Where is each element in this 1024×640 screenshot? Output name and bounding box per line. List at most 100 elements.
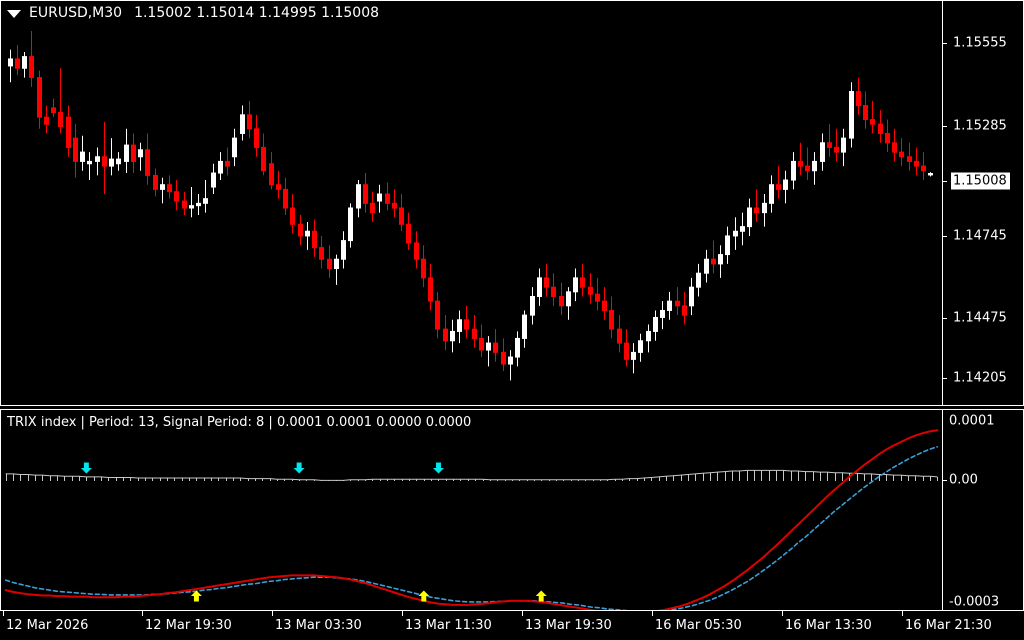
- candlestick: [660, 301, 665, 330]
- price-axis-tick: [943, 378, 947, 379]
- price-chart-header: EURUSD,M30 1.15002 1.15014 1.14995 1.150…: [7, 5, 379, 21]
- candlestick: [740, 212, 745, 246]
- candlestick: [363, 173, 368, 213]
- candlestick: [435, 291, 440, 339]
- candlestick: [573, 268, 578, 302]
- indicator-header-label: TRIX index | Period: 13, Signal Period: …: [7, 415, 472, 430]
- ohlc-values-label: 1.15002 1.15014 1.14995 1.15008: [134, 5, 380, 21]
- trix-line: [4, 429, 939, 610]
- candlestick: [682, 291, 687, 325]
- candlestick: [145, 133, 150, 185]
- price-chart-pane[interactable]: EURUSD,M30 1.15002 1.15014 1.14995 1.150…: [0, 0, 1024, 406]
- candlestick: [189, 187, 194, 218]
- candlestick: [414, 231, 419, 269]
- candlestick: [196, 194, 201, 215]
- candlestick: [370, 191, 375, 222]
- candlestick: [711, 240, 716, 274]
- candlestick: [283, 177, 288, 215]
- candlestick: [899, 138, 904, 167]
- candlestick: [276, 170, 281, 199]
- price-axis-tick: [943, 43, 947, 44]
- candlestick: [696, 263, 701, 297]
- trix-plot-area[interactable]: [2, 411, 941, 610]
- candlestick: [566, 287, 571, 320]
- trix-axis[interactable]: 0.0001 0.00 -0.0003: [942, 410, 1023, 610]
- candlestick: [160, 177, 165, 204]
- candlestick: [174, 180, 179, 211]
- candlestick: [508, 350, 513, 381]
- candlestick: [87, 152, 92, 181]
- time-axis-tick: [522, 611, 523, 616]
- candlestick: [290, 194, 295, 234]
- candlestick: [733, 217, 738, 250]
- candlestick: [863, 91, 868, 129]
- candlestick: [638, 333, 643, 362]
- candlestick: [218, 152, 223, 181]
- time-axis-label: 16 Mar 13:30: [785, 618, 872, 633]
- candlestick: [849, 82, 854, 148]
- candlestick: [704, 249, 709, 283]
- candlestick: [80, 135, 85, 171]
- time-axis-label: 13 Mar 11:30: [405, 618, 492, 633]
- candlestick: [479, 324, 484, 358]
- trix-axis-label: 0.0001: [949, 413, 995, 429]
- sell-signal-arrow: [80, 462, 92, 474]
- time-axis-label: 12 Mar 2026: [6, 618, 89, 633]
- candlestick: [472, 315, 477, 348]
- candlestick: [892, 128, 897, 162]
- candlestick: [667, 291, 672, 320]
- candlestick: [167, 175, 172, 199]
- time-axis-label: 13 Mar 03:30: [275, 618, 362, 633]
- candlestick: [29, 30, 34, 87]
- candlestick: [631, 343, 636, 374]
- candlestick: [269, 152, 274, 190]
- candlestick: [580, 263, 585, 297]
- time-axis-tick: [142, 611, 143, 616]
- price-axis-tick: [943, 318, 947, 319]
- candlestick: [153, 168, 158, 197]
- candlestick: [725, 226, 730, 264]
- buy-signal-arrow: [418, 590, 430, 602]
- price-axis-label: 1.14745: [953, 228, 1007, 244]
- candlestick: [907, 142, 912, 171]
- candlestick: [406, 212, 411, 250]
- price-axis[interactable]: 1.15555 1.15285 1.15008 1.14745 1.14475 1.142…: [942, 1, 1023, 405]
- candlestick: [798, 142, 803, 176]
- candlestick: [58, 68, 63, 134]
- candlestick: [834, 128, 839, 162]
- current-price-label: 1.15008: [951, 172, 1010, 190]
- candlestick: [51, 98, 56, 118]
- candlestick: [66, 105, 71, 157]
- candlestick: [878, 110, 883, 143]
- candlestick: [464, 305, 469, 339]
- candlestick: [240, 105, 245, 141]
- time-axis[interactable]: 12 Mar 2026 12 Mar 19:30 13 Mar 03:30 13 Ma…: [0, 611, 1024, 640]
- symbol-timeframe-label: EURUSD,M30: [29, 5, 123, 21]
- candlestick: [8, 49, 13, 83]
- candlestick: [232, 128, 237, 167]
- time-axis-tick: [652, 611, 653, 616]
- candlestick-plot-area[interactable]: [2, 2, 941, 405]
- time-axis-label: 13 Mar 19:30: [525, 618, 612, 633]
- candlestick: [457, 310, 462, 344]
- candlestick: [131, 133, 136, 174]
- candlestick: [856, 77, 861, 115]
- candlestick: [522, 310, 527, 348]
- candlestick: [928, 172, 933, 177]
- candlestick: [254, 114, 259, 157]
- candlestick: [805, 147, 810, 181]
- candlestick: [653, 310, 658, 341]
- time-axis-label: 16 Mar 05:30: [655, 618, 742, 633]
- candlestick: [530, 287, 535, 325]
- candlestick: [595, 277, 600, 311]
- time-axis-tick: [3, 611, 4, 616]
- candlestick: [116, 152, 121, 171]
- candlestick-svg: [8, 30, 933, 381]
- candlestick: [385, 182, 390, 211]
- trix-indicator-pane[interactable]: TRIX index | Period: 13, Signal Period: …: [0, 409, 1024, 611]
- candlestick: [624, 329, 629, 367]
- candlestick: [885, 119, 890, 153]
- triangle-down-icon[interactable]: [7, 10, 21, 18]
- candlestick: [334, 254, 339, 285]
- candlestick: [537, 268, 542, 306]
